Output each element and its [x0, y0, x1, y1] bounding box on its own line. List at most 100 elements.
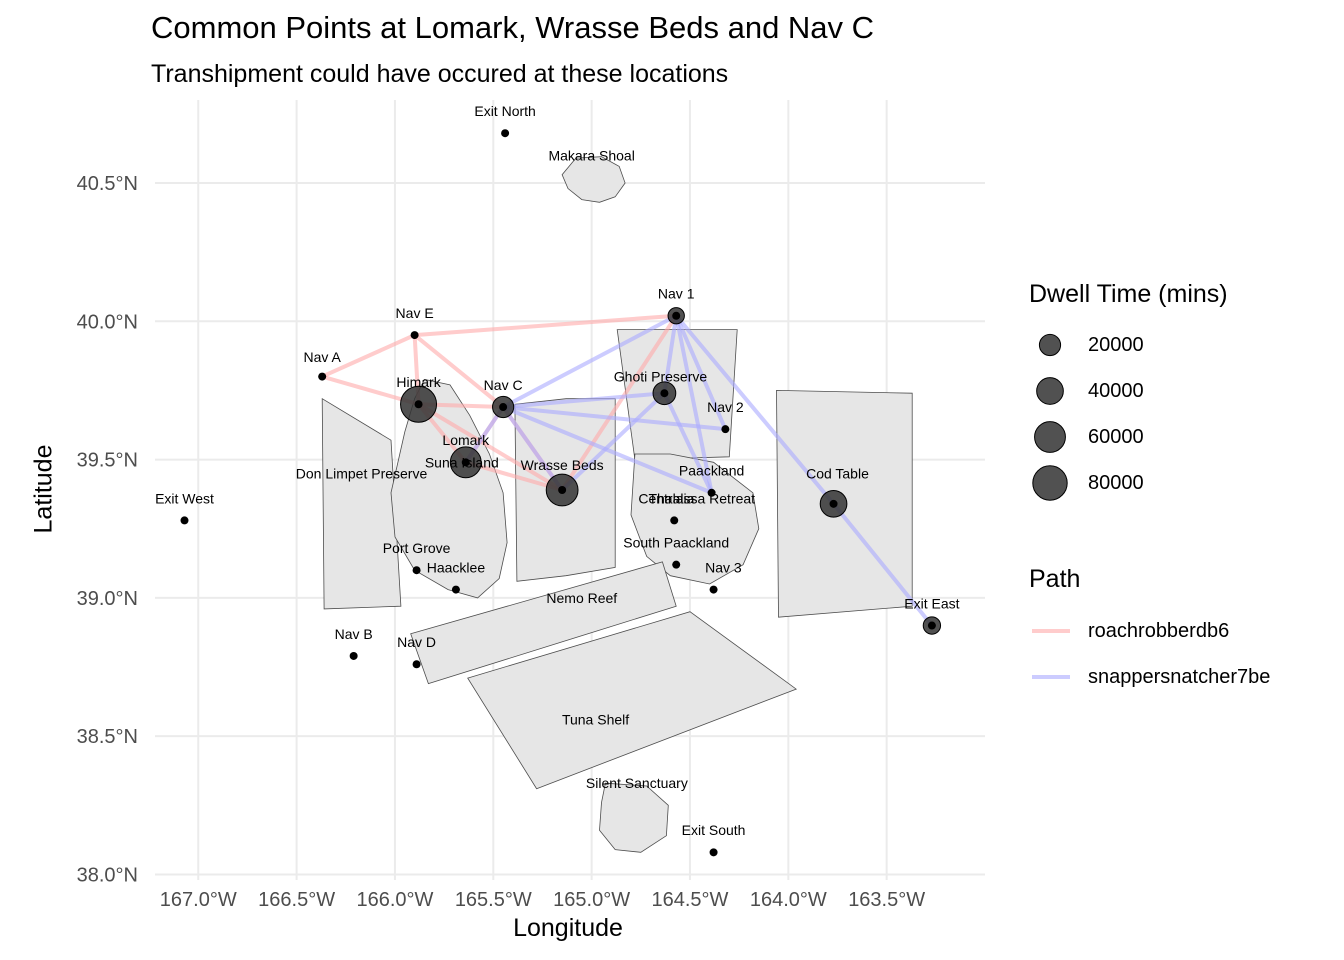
location-point	[499, 403, 508, 412]
location-point	[349, 651, 358, 660]
legend-size-key	[1034, 421, 1066, 453]
location-label: Nav 3	[705, 559, 742, 575]
path-segment	[560, 391, 667, 492]
location-point	[672, 560, 681, 569]
path-segment	[501, 313, 679, 410]
x-tick-label: 164.0°W	[750, 889, 827, 911]
path-segment	[674, 313, 836, 506]
location-point	[660, 389, 669, 398]
region-label: Thalassa Retreat	[648, 490, 755, 506]
path-segment	[831, 501, 934, 628]
location-point	[412, 660, 421, 669]
y-tick-label: 40.5°N	[77, 173, 138, 195]
chart-subtitle: Transhipment could have occured at these…	[151, 60, 729, 88]
region-label: Nemo Reef	[546, 590, 617, 606]
legend-path-label: snappersnatcher7be	[1088, 666, 1271, 688]
location-label: South Paackland	[623, 535, 729, 551]
region-label: Makara Shoal	[548, 147, 634, 163]
location-label: Nav E	[396, 305, 434, 321]
chart-title: Common Points at Lomark, Wrasse Beds and…	[151, 10, 875, 45]
y-tick-label: 40.0°N	[77, 311, 138, 333]
region-label: Cod Table	[806, 465, 869, 481]
legend-size-key	[1036, 377, 1064, 405]
path-segment	[412, 313, 679, 338]
location-point	[410, 331, 419, 340]
location-label: Haacklee	[427, 559, 486, 575]
location-point	[670, 516, 679, 525]
x-tick-label: 165.5°W	[455, 889, 532, 911]
legend-path-label: roachrobberdb6	[1088, 620, 1230, 642]
x-axis-title: Longitude	[513, 914, 623, 942]
location-point	[461, 458, 470, 467]
location-point	[927, 621, 936, 630]
region-label: Wrasse Beds	[521, 457, 604, 473]
y-axis-title: Latitude	[29, 444, 58, 534]
path-segment	[674, 313, 714, 495]
path-segment	[501, 391, 667, 410]
legend-size-title: Dwell Time (mins)	[1029, 280, 1228, 308]
x-tick-label: 164.5°W	[652, 889, 729, 911]
path-segment	[320, 333, 417, 379]
legend-size-key	[1032, 465, 1068, 501]
region-label: Don Limpet Preserve	[296, 465, 428, 481]
legend-size-label: 40000	[1088, 380, 1144, 402]
legend-size-label: 20000	[1088, 334, 1144, 356]
path-segment	[412, 333, 506, 410]
location-label: Exit West	[155, 490, 214, 506]
location-label: Nav 1	[658, 286, 695, 302]
location-point	[501, 129, 510, 138]
location-label: Nav B	[335, 626, 373, 642]
location-point	[709, 585, 718, 594]
region-label: Silent Sanctuary	[586, 775, 688, 791]
path-segment	[463, 460, 565, 492]
location-label: Himark	[396, 374, 441, 390]
location-label: Lomark	[442, 432, 490, 448]
path-segment	[501, 405, 565, 492]
legend-size-label: 60000	[1088, 426, 1144, 448]
y-tick-label: 39.5°N	[77, 450, 138, 472]
location-point	[180, 516, 189, 525]
y-tick-label: 39.0°N	[77, 588, 138, 610]
region-polygon	[467, 611, 798, 790]
region-polygon	[561, 156, 626, 203]
path-segment	[416, 402, 565, 492]
location-label: Exit South	[682, 822, 746, 838]
region-label: Tuna Shelf	[562, 712, 629, 728]
location-label: Centralia	[638, 490, 694, 506]
region-label: Suna Island	[425, 454, 499, 470]
location-point	[829, 499, 838, 508]
location-label: Port Grove	[383, 540, 451, 556]
location-label: Nav D	[397, 634, 436, 650]
path-segment	[662, 391, 714, 495]
location-label: Paackland	[679, 463, 744, 479]
legend-path-title: Path	[1029, 565, 1081, 593]
region-label: Ghoti Preserve	[614, 369, 708, 385]
location-label: Nav C	[484, 377, 523, 393]
location-point	[672, 311, 681, 320]
location-label: Nav 2	[707, 399, 744, 415]
location-point	[558, 486, 567, 494]
location-point	[318, 372, 327, 381]
location-point	[721, 425, 730, 434]
region-polygon	[321, 397, 402, 610]
location-point	[707, 488, 716, 497]
location-label: Exit North	[474, 103, 535, 119]
location-label: Nav A	[304, 349, 342, 365]
location-point	[709, 848, 718, 857]
location-point	[451, 585, 460, 594]
path-segment	[662, 313, 679, 396]
region-polygon	[390, 378, 508, 599]
x-tick-label: 163.5°W	[848, 889, 925, 911]
region-polygon	[630, 453, 760, 585]
legend-size-key	[1038, 333, 1062, 357]
region-polygon	[599, 782, 669, 853]
path-segment	[674, 313, 728, 432]
location-point	[412, 566, 421, 575]
x-tick-label: 167.0°W	[160, 889, 237, 911]
legend-size-label: 80000	[1088, 472, 1144, 494]
region-polygon	[410, 561, 677, 685]
x-tick-label: 165.0°W	[553, 889, 630, 911]
x-tick-label: 166.5°W	[258, 889, 335, 911]
